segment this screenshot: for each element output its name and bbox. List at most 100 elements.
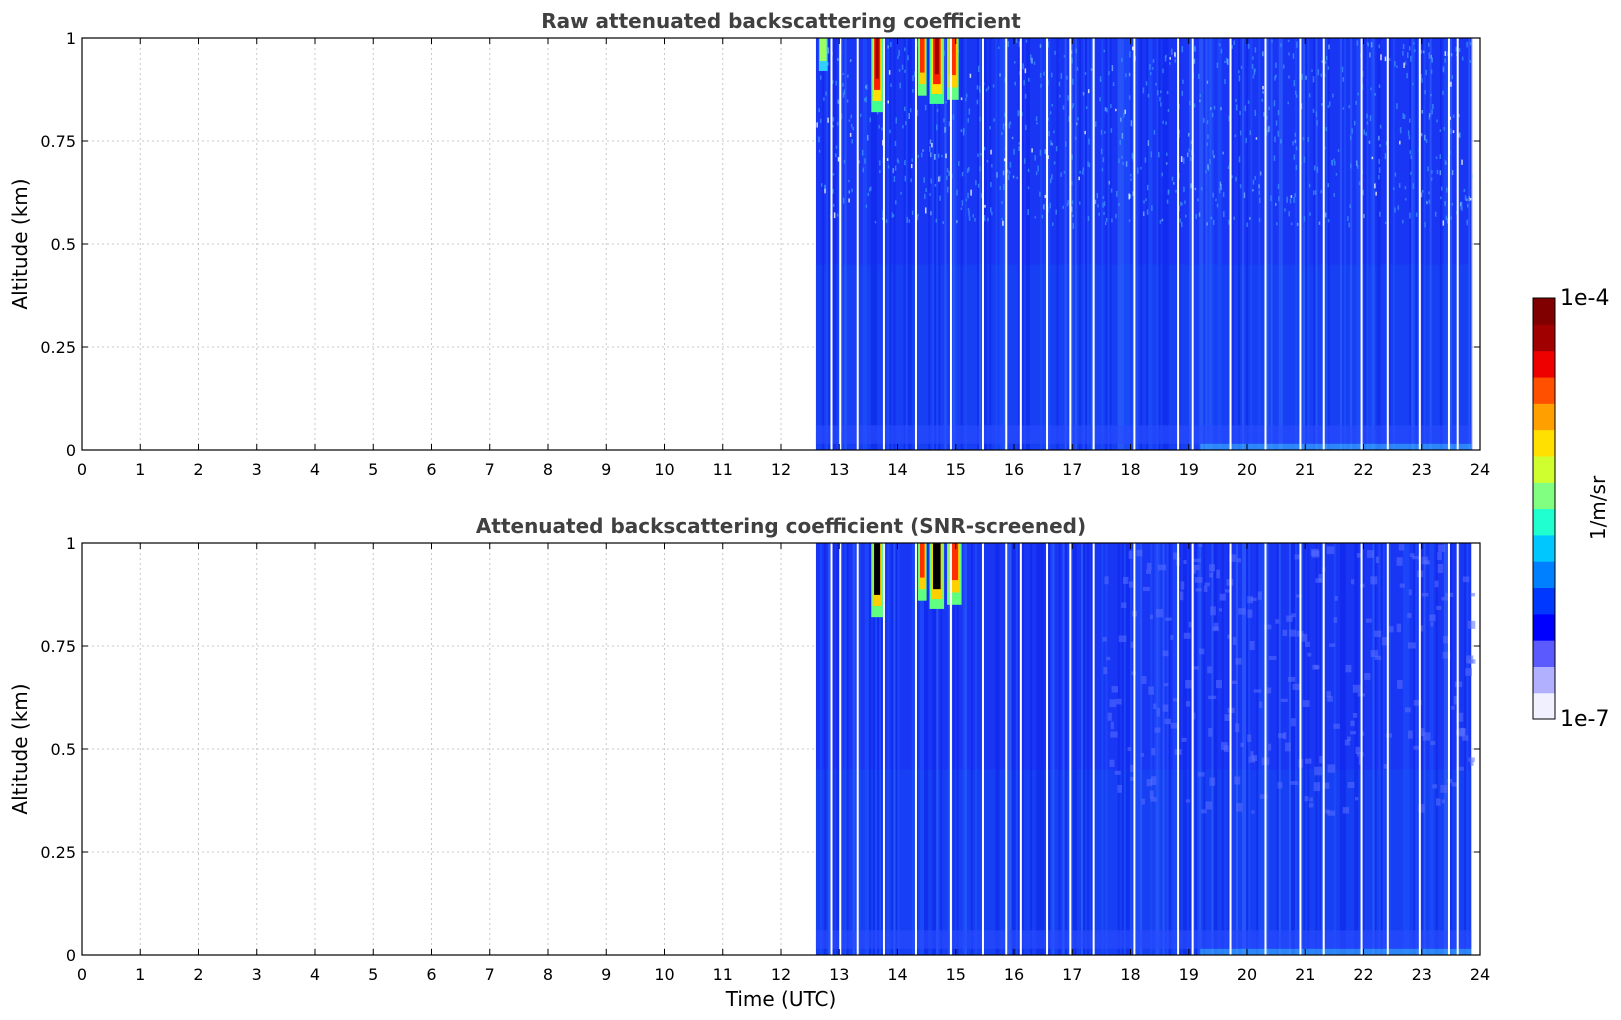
noise-speckle — [886, 158, 889, 161]
screened-patch — [1370, 650, 1379, 658]
noise-speckle — [1431, 109, 1433, 115]
noise-speckle — [898, 69, 901, 72]
noise-speckle — [1218, 187, 1221, 194]
signal-streak — [1339, 38, 1342, 450]
signal-streak — [1078, 38, 1081, 450]
noise-speckle — [895, 117, 897, 124]
colorbar-band — [1533, 679, 1555, 687]
x-tick-label: 0 — [77, 460, 87, 479]
noise-speckle — [986, 159, 989, 163]
signal-streak — [1392, 38, 1395, 450]
noise-speckle — [1034, 155, 1036, 161]
noise-speckle — [1182, 79, 1184, 84]
noise-speckle — [1015, 38, 1018, 44]
noise-speckle — [1037, 165, 1039, 172]
noise-speckle — [1112, 82, 1115, 87]
signal-streak — [864, 38, 867, 450]
noise-speckle — [832, 117, 835, 122]
noise-speckle — [1268, 125, 1271, 132]
screened-patch — [1227, 634, 1231, 639]
noise-speckle — [904, 160, 906, 166]
colorbar-band — [1533, 640, 1555, 648]
noise-speckle — [1394, 172, 1397, 177]
noise-speckle — [1406, 72, 1408, 79]
noise-speckle — [1213, 105, 1216, 110]
noise-speckle — [1324, 146, 1326, 150]
noise-speckle — [1408, 135, 1411, 140]
screened-patch — [1128, 550, 1133, 559]
noise-speckle — [1404, 61, 1407, 66]
signal-streak — [1319, 543, 1322, 955]
screened-patch — [1396, 557, 1403, 566]
noise-speckle — [1017, 110, 1020, 117]
noise-speckle — [1286, 196, 1288, 203]
signal-streak — [826, 38, 829, 450]
screened-patch — [1329, 643, 1336, 647]
screened-patch — [1289, 629, 1297, 637]
signal-streak — [1091, 543, 1094, 955]
noise-speckle — [1160, 90, 1162, 94]
signal-streak — [1158, 543, 1161, 955]
noise-speckle — [1254, 47, 1257, 53]
noise-speckle — [917, 154, 920, 158]
noise-speckle — [976, 99, 979, 105]
noise-speckle — [1169, 57, 1171, 60]
signal-streak — [1205, 38, 1208, 450]
noise-speckle — [1293, 154, 1296, 160]
signal-streak — [1074, 38, 1077, 450]
noise-speckle — [1198, 212, 1201, 217]
noise-speckle — [1445, 161, 1448, 165]
colorbar-band — [1533, 350, 1555, 358]
noise-speckle — [1087, 89, 1090, 94]
signal-streak — [887, 38, 890, 450]
noise-speckle — [1071, 181, 1073, 185]
screened-patch — [1249, 641, 1255, 650]
data-gap — [1322, 38, 1325, 450]
noise-speckle — [1023, 158, 1026, 164]
noise-speckle — [1166, 199, 1169, 204]
noise-speckle — [1149, 64, 1151, 70]
noise-speckle — [851, 188, 853, 193]
data-gap — [830, 543, 833, 955]
x-tick-label: 6 — [426, 460, 436, 479]
noise-speckle — [1074, 136, 1077, 140]
signal-streak — [1423, 543, 1426, 955]
signal-streak — [1307, 38, 1310, 450]
noise-speckle — [896, 158, 899, 162]
noise-speckle — [890, 83, 892, 87]
noise-speckle — [1424, 221, 1426, 228]
signal-streak — [1470, 38, 1473, 450]
noise-speckle — [866, 84, 868, 90]
signal-streak — [1262, 543, 1265, 955]
screened-patch — [1141, 676, 1147, 684]
noise-speckle — [819, 75, 822, 80]
signal-streak — [1038, 543, 1041, 955]
screened-patch — [1318, 573, 1323, 583]
noise-speckle — [968, 216, 971, 221]
noise-speckle — [827, 62, 829, 66]
screened-patch — [1305, 641, 1310, 647]
screened-patch — [1456, 712, 1464, 722]
noise-speckle — [1278, 196, 1280, 202]
screened-patch — [1194, 577, 1203, 583]
colorbar-band — [1533, 699, 1555, 707]
noise-speckle — [977, 65, 980, 72]
colorbar-band — [1533, 594, 1555, 602]
noise-speckle — [1011, 136, 1014, 140]
noise-speckle — [989, 126, 991, 130]
noise-speckle — [1002, 123, 1005, 130]
noise-speckle — [1220, 106, 1222, 111]
colorbar-band — [1533, 554, 1555, 562]
noise-speckle — [990, 181, 992, 188]
noise-speckle — [1317, 69, 1320, 76]
signal-streak — [1445, 38, 1448, 450]
noise-speckle — [1444, 58, 1446, 63]
noise-speckle — [1031, 57, 1033, 64]
noise-speckle — [909, 108, 912, 113]
colorbar-band — [1533, 383, 1555, 391]
data-gap — [1092, 38, 1095, 450]
noise-speckle — [1203, 117, 1205, 123]
noise-speckle — [1332, 93, 1334, 98]
y-axis-label: Altitude (km) — [8, 683, 32, 814]
noise-speckle — [1035, 171, 1038, 176]
